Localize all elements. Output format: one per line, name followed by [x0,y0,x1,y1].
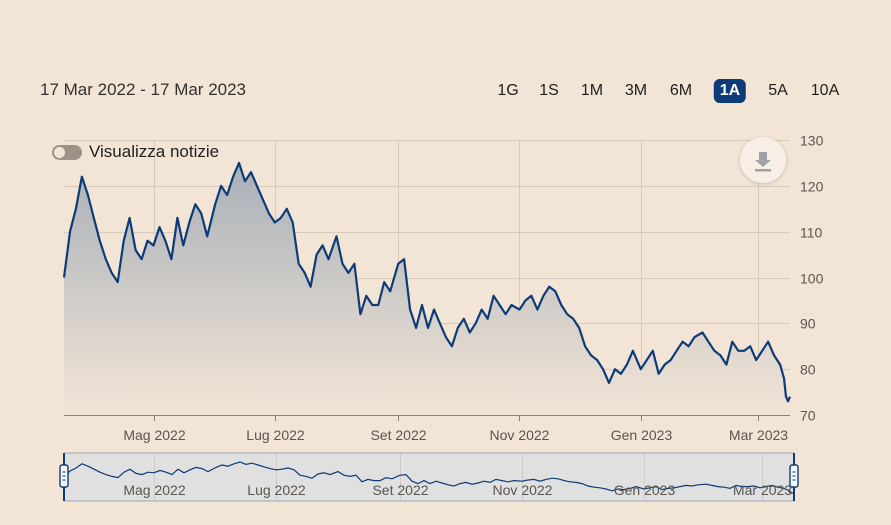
y-tick-label: 90 [800,316,816,332]
date-range-label: 17 Mar 2022 - 17 Mar 2023 [40,80,247,99]
navigator-tick-label: Set 2022 [372,482,428,498]
x-axis: Mag 2022 Lug 2022 Set 2022 Nov 2022 Gen 2023… [123,415,788,443]
x-tick-label: Set 2022 [370,427,426,443]
y-axis: 70 80 90 100 110 120 130 [800,133,824,424]
period-1s-button[interactable]: 1S [539,82,559,99]
period-10a-button[interactable]: 10A [810,82,840,99]
navigator-labels: Mag 2022 Lug 2022 Set 2022 Nov 2022 Gen 2023… [123,482,792,498]
x-tick-label: Mar 2023 [729,427,788,443]
navigator-line [63,461,795,494]
navigator-tick-label: Mar 2023 [733,482,792,498]
navigator-tick-label: Mag 2022 [123,482,185,498]
navigator-tick-label: Lug 2022 [247,482,306,498]
y-tick-label: 120 [800,179,824,195]
download-icon [755,152,771,172]
navigator-tick-label: Gen 2023 [614,482,676,498]
download-button[interactable] [740,137,786,183]
navigator-right-handle[interactable] [789,453,799,501]
x-tick-label: Mag 2022 [123,427,185,443]
navigator-tick-label: Nov 2022 [493,482,553,498]
news-toggle-switch[interactable] [52,144,82,160]
period-3m-button[interactable]: 3M [624,82,648,99]
y-tick-label: 80 [800,362,816,378]
y-tick-label: 110 [800,225,823,241]
toggle-knob [54,146,65,158]
navigator-grid [154,453,763,501]
period-6m-button[interactable]: 6M [669,82,693,99]
y-tick-label: 130 [800,133,824,149]
news-toggle-wrap: Visualizza notizie [52,142,219,162]
navigator[interactable]: Mag 2022 Lug 2022 Set 2022 Nov 2022 Gen 2023… [59,452,799,502]
x-tick-label: Lug 2022 [246,427,305,443]
navigator-background [64,453,794,501]
price-area [64,162,790,415]
y-tick-label: 70 [800,408,816,424]
x-tick-label: Nov 2022 [490,427,550,443]
news-toggle-label: Visualizza notizie [89,142,220,161]
y-tick-label: 100 [800,271,824,287]
period-selector: 1G 1S 1M 3M 6M 1A 5A 10A [0,79,891,105]
period-1m-button[interactable]: 1M [580,82,604,99]
navigator-left-handle[interactable] [59,453,69,501]
period-5a-button[interactable]: 5A [768,82,788,99]
x-tick-label: Gen 2023 [611,427,673,443]
period-1g-button[interactable]: 1G [497,82,519,99]
period-1a-button[interactable]: 1A [713,79,747,103]
price-line [62,161,792,403]
